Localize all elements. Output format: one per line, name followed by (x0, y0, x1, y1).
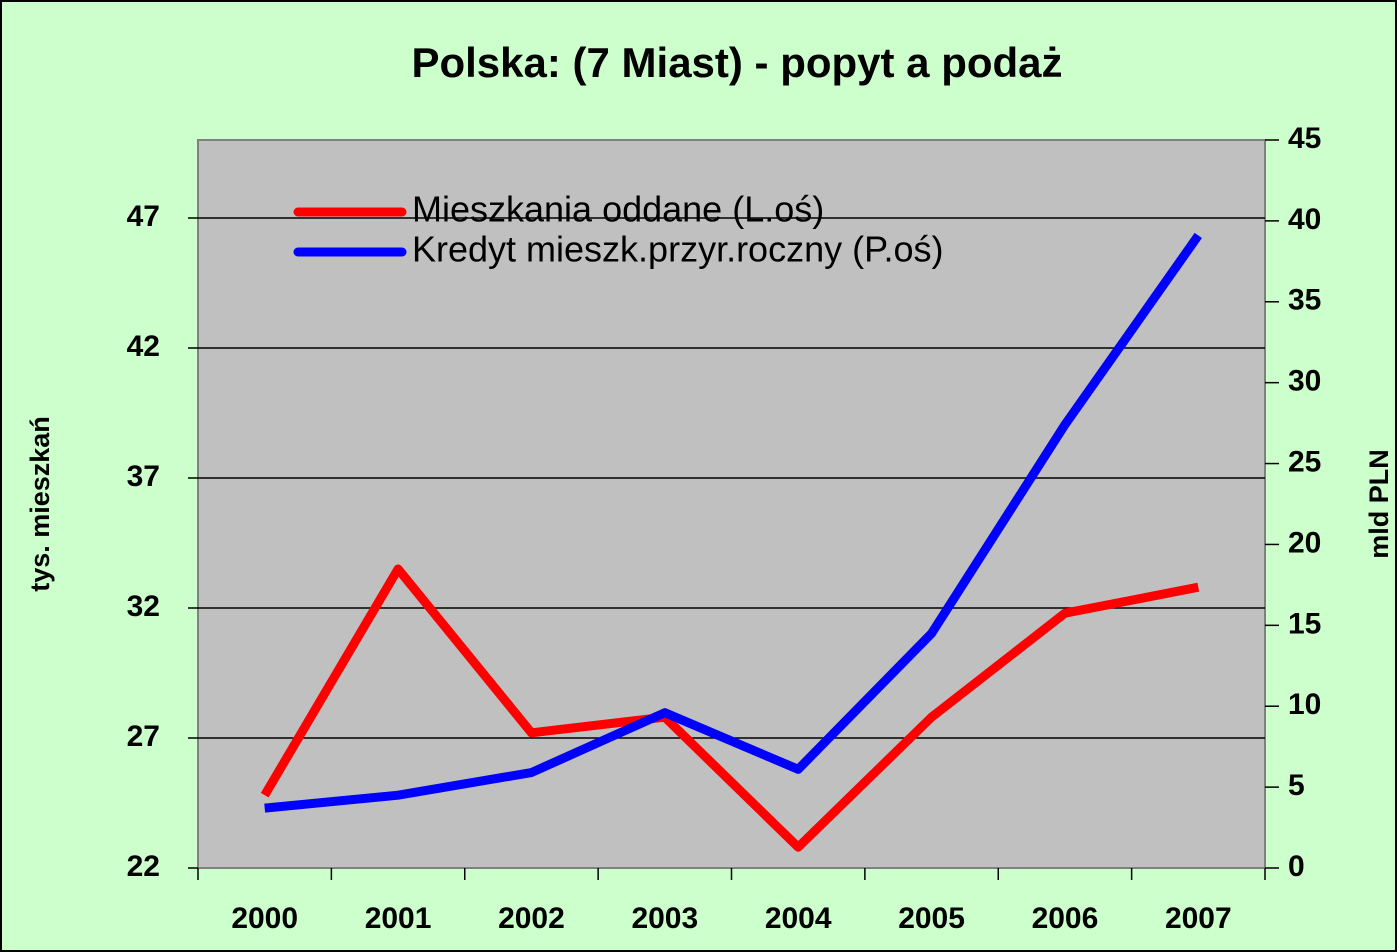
y2-axis-label: mld PLN (1364, 449, 1394, 559)
plot-area (197, 139, 1266, 869)
x-tick-label: 2006 (1032, 902, 1099, 935)
line-series (260, 564, 1200, 852)
x-tick-label: 2002 (498, 902, 565, 935)
y2-tick-label: 0 (1288, 850, 1305, 883)
x-tick-label: 2000 (231, 902, 298, 935)
legend-label: Kredyt mieszk.przyr.roczny (P.oś) (412, 229, 943, 270)
y-tick-label: 42 (127, 330, 160, 363)
y2-tick-label: 30 (1288, 365, 1321, 398)
line-series (264, 232, 1202, 813)
y-tick-label: 27 (127, 720, 160, 753)
y2-tick-label: 35 (1288, 284, 1321, 317)
y-tick-label: 32 (127, 590, 160, 623)
y2-tick-label: 15 (1288, 607, 1321, 640)
y-tick-label: 37 (127, 460, 160, 493)
x-tick-label: 2001 (365, 902, 432, 935)
legend-label: Mieszkania oddane (L.oś) (412, 189, 824, 230)
y-tick-label: 22 (127, 850, 160, 883)
y2-tick-label: 5 (1288, 769, 1305, 802)
y2-tick-label: 10 (1288, 688, 1321, 721)
x-tick-label: 2007 (1165, 902, 1232, 935)
y2-tick-label: 40 (1288, 203, 1321, 236)
x-tick-label: 2005 (898, 902, 965, 935)
y2-tick-label: 25 (1288, 445, 1321, 478)
chart-title: Polska: (7 Miast) - popyt a podaż (411, 39, 1062, 86)
y-axis-label: tys. mieszkań (25, 416, 55, 592)
y-tick-label: 47 (127, 200, 160, 233)
x-tick-label: 2003 (631, 902, 698, 935)
x-tick-label: 2004 (765, 902, 832, 935)
y2-tick-label: 20 (1288, 526, 1321, 559)
y2-tick-label: 45 (1288, 122, 1321, 155)
